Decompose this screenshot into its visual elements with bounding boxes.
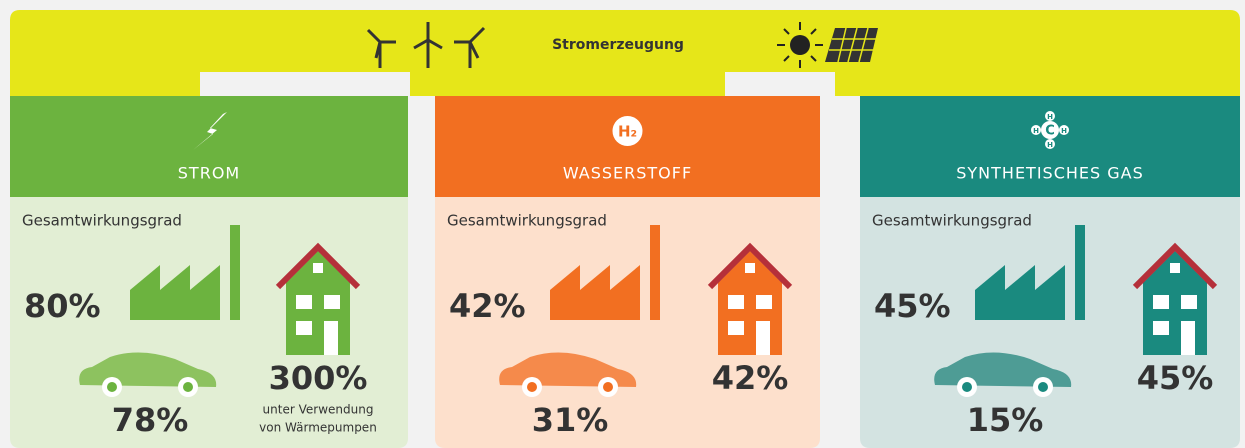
house-window (1181, 295, 1197, 309)
header-title: Stromerzeugung (552, 37, 684, 53)
car-hub (527, 382, 537, 392)
panel-title: SYNTHETISCHES GAS (956, 164, 1144, 183)
house-window (745, 263, 755, 273)
house-window (1153, 295, 1169, 309)
panel: STROM Gesamtwirkungsgrad 80% 300% unter Verw… (10, 96, 408, 448)
factory-chimney (650, 225, 660, 320)
car-value: 31% (532, 401, 609, 439)
car-hub (183, 382, 193, 392)
atom-label: C (1045, 124, 1055, 139)
panels: STROM Gesamtwirkungsgrad 80% 300% unter Verw… (10, 96, 1240, 448)
car-hub (962, 382, 972, 392)
house-window (1181, 321, 1195, 355)
house-window (756, 321, 770, 355)
infographic: Stromerzeugung STROM Gesamtwirkungsgrad 80… (0, 0, 1245, 448)
car-value: 15% (967, 401, 1044, 439)
house-window (728, 321, 744, 335)
house-value: 42% (712, 359, 789, 397)
industry-value: 80% (24, 287, 101, 325)
panel: WASSERSTOFF H₂ Gesamtwirkungsgrad 42% 42% 31% (435, 96, 820, 448)
atom-label: H (1047, 141, 1053, 149)
house-body (718, 281, 782, 355)
house-body (286, 281, 350, 355)
house-window (324, 295, 340, 309)
house-body (1143, 281, 1207, 355)
car-value: 78% (112, 401, 189, 439)
house-window (756, 295, 772, 309)
efficiency-label: Gesamtwirkungsgrad (872, 212, 1032, 230)
house-window (324, 321, 338, 355)
house-window (296, 321, 312, 335)
panel-title: STROM (178, 164, 240, 183)
car-hub (603, 382, 613, 392)
h2-label: H₂ (618, 123, 637, 141)
house-note: unter Verwendung (263, 403, 374, 417)
atom-label: H (1047, 113, 1053, 121)
house-window (1170, 263, 1180, 273)
efficiency-label: Gesamtwirkungsgrad (22, 212, 182, 230)
house-note: von Wärmepumpen (259, 421, 377, 435)
generation-band (10, 10, 1240, 96)
industry-value: 42% (449, 287, 526, 325)
panel-title: WASSERSTOFF (563, 164, 692, 183)
factory-chimney (1075, 225, 1085, 320)
house-window (1153, 321, 1169, 335)
house-window (296, 295, 312, 309)
industry-value: 45% (874, 287, 951, 325)
efficiency-label: Gesamtwirkungsgrad (447, 212, 607, 230)
atom-label: H (1033, 127, 1039, 135)
house-window (728, 295, 744, 309)
car-hub (107, 382, 117, 392)
atom-label: H (1061, 127, 1067, 135)
car-hub (1038, 382, 1048, 392)
house-window (313, 263, 323, 273)
factory-chimney (230, 225, 240, 320)
house-value: 45% (1137, 359, 1214, 397)
house-value: 300% (269, 359, 368, 397)
